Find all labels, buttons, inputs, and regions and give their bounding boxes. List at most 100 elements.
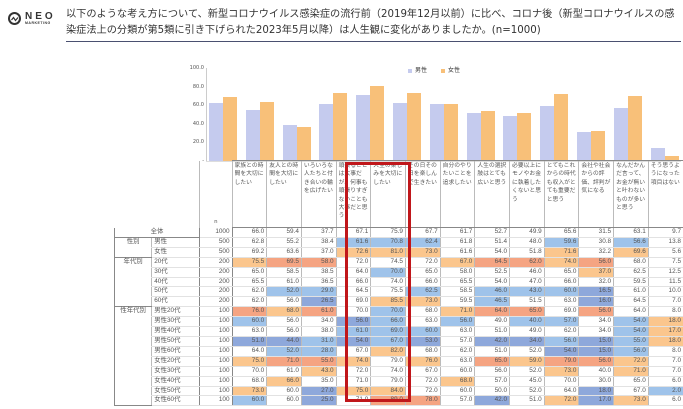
table-cell: 60.0 xyxy=(231,316,267,328)
table-cell: 64.5 xyxy=(474,257,510,268)
table-cell: 51.0 xyxy=(509,395,545,407)
logo-name: NEO xyxy=(25,11,56,22)
table-cell: 27.0 xyxy=(300,386,337,397)
table-cell: 64.5 xyxy=(613,296,649,308)
table-cell: 29.0 xyxy=(300,286,337,298)
chart-legend: 男性 女性 xyxy=(408,65,460,74)
table-cell: 74.0 xyxy=(370,277,406,288)
table-cell: 51.0 xyxy=(474,326,510,337)
table-cell: 62.0 xyxy=(543,326,579,337)
table-cell: 89.0 xyxy=(370,395,406,407)
table-cell: 68.0 xyxy=(404,306,441,318)
table-cell: 71.0 xyxy=(613,366,649,377)
table-cell: 69.5 xyxy=(266,257,302,268)
bar-male xyxy=(245,109,260,161)
table-cell: 59.0 xyxy=(509,356,545,367)
table-cell: 54.0 xyxy=(613,316,649,328)
table-cell: 61.0 xyxy=(266,277,302,288)
column-header: なんだかんだ言って、お金が無いと叶わないものが多いと思う xyxy=(613,160,649,228)
y-tick-label: 80.0 xyxy=(192,83,204,90)
table-cell: 56.0 xyxy=(335,316,371,328)
table-cell: 17.0 xyxy=(647,326,683,337)
row-label: 女性50代 xyxy=(151,386,200,397)
table-cell: 31.5 xyxy=(578,227,614,238)
table-cell: 56.0 xyxy=(439,316,475,328)
table-cell: 49.0 xyxy=(509,326,545,337)
table-cell: 74.0 xyxy=(335,356,371,367)
table-cell: 61.0 xyxy=(335,326,371,337)
table-cell: 15.0 xyxy=(578,336,614,347)
table-cell: 68.0 xyxy=(231,376,267,387)
table-cell: 34.0 xyxy=(578,316,614,328)
table-cell: 79.0 xyxy=(543,356,579,367)
bar-male xyxy=(393,102,407,161)
table-cell: 61.0 xyxy=(613,286,649,298)
table-row: 年代別 20代 200 75.5 69.5 58.0 72.0 74.5 72.0 67.0 64.… xyxy=(113,257,683,308)
column-header: 自分のやりたいことを追求したい xyxy=(439,160,475,228)
table-cell: 72.0 xyxy=(335,257,371,268)
group-label: 年代別 xyxy=(113,257,152,308)
bar-male xyxy=(540,105,555,161)
table-cell: 68.0 xyxy=(266,306,302,318)
table-row: 男性50代 100 51.0 44.0 31.0 54.0 67.0 53.0 57.0 42.0… xyxy=(115,336,683,347)
table-cell: 38.4 xyxy=(300,237,337,248)
bar-male xyxy=(319,103,334,161)
table-cell: 38.0 xyxy=(300,326,337,337)
bar-male xyxy=(650,148,665,161)
table-cell: 63.0 xyxy=(439,326,475,337)
table-cell: 58.5 xyxy=(266,267,302,278)
table-cell: 7.5 xyxy=(647,257,683,268)
table-cell: 49.0 xyxy=(474,316,510,328)
table-cell: 45.0 xyxy=(509,376,545,387)
table-cell: 60.0 xyxy=(404,326,441,337)
table-cell: 65.0 xyxy=(613,376,649,387)
table-cell: 58.0 xyxy=(300,257,337,268)
table-cell: 72.0 xyxy=(543,395,579,407)
table-cell: 7.0 xyxy=(647,296,683,308)
table-cell: 69.6 xyxy=(613,247,649,258)
table-cell: 52.0 xyxy=(509,386,545,397)
bar-male xyxy=(356,95,371,161)
table-cell: 12.5 xyxy=(647,267,683,278)
row-label: 女性60代 xyxy=(151,395,200,407)
row-label: 女性40代 xyxy=(151,376,200,387)
bar-female xyxy=(370,85,385,161)
table-row: 性別 男性 500 62.8 55.2 38.4 61.6 70.8 62.4 61.8 51.4 4… xyxy=(113,237,683,258)
table-cell: 54.0 xyxy=(543,346,579,357)
header-blank xyxy=(152,161,200,228)
table-cell: 51.0 xyxy=(474,346,510,357)
table-cell: 57.0 xyxy=(439,395,475,407)
table-cell: 67.0 xyxy=(370,336,406,347)
table-cell: 16.0 xyxy=(578,296,614,308)
table-cell: 16.5 xyxy=(578,286,614,298)
table-cell: 82.0 xyxy=(370,346,406,357)
table-cell: 47.0 xyxy=(509,277,545,288)
table-cell: 70.0 xyxy=(231,366,267,377)
table-cell: 34.0 xyxy=(509,336,545,347)
table-cell: 55.0 xyxy=(613,336,649,347)
table-cell: 76.0 xyxy=(231,306,267,318)
table-cell: 30.0 xyxy=(578,376,614,387)
row-label: 全体 xyxy=(113,227,200,238)
row-n: 100 xyxy=(199,326,233,337)
table-cell: 56.0 xyxy=(266,296,302,308)
question-title: 以下のような考え方について、新型コロナウイルス感染症の流行前（2019年12月以… xyxy=(66,7,681,42)
table-cell: 62.0 xyxy=(509,257,545,268)
row-n: 500 xyxy=(199,247,233,258)
table-cell: 56.6 xyxy=(613,237,649,248)
bar-female xyxy=(443,103,458,161)
table-cell: 69.0 xyxy=(335,296,371,308)
table-cell: 60.0 xyxy=(439,386,475,397)
table-cell: 63.0 xyxy=(231,326,267,337)
table-row: 女性40代 100 68.0 66.0 35.0 71.0 79.0 72.0 68.0 57.0… xyxy=(115,376,683,387)
row-n: 100 xyxy=(199,376,233,387)
table-cell: 76.0 xyxy=(404,356,441,367)
logo-wave-icon xyxy=(8,12,21,26)
table-cell: 63.1 xyxy=(613,227,649,238)
table-cell: 56.0 xyxy=(266,326,302,337)
table-cell: 64.0 xyxy=(474,306,510,318)
table-cell: 67.0 xyxy=(404,366,441,377)
y-tick-label: 20.0 xyxy=(192,139,204,146)
row-n: 500 xyxy=(199,237,233,248)
table-cell: 56.0 xyxy=(578,257,614,268)
